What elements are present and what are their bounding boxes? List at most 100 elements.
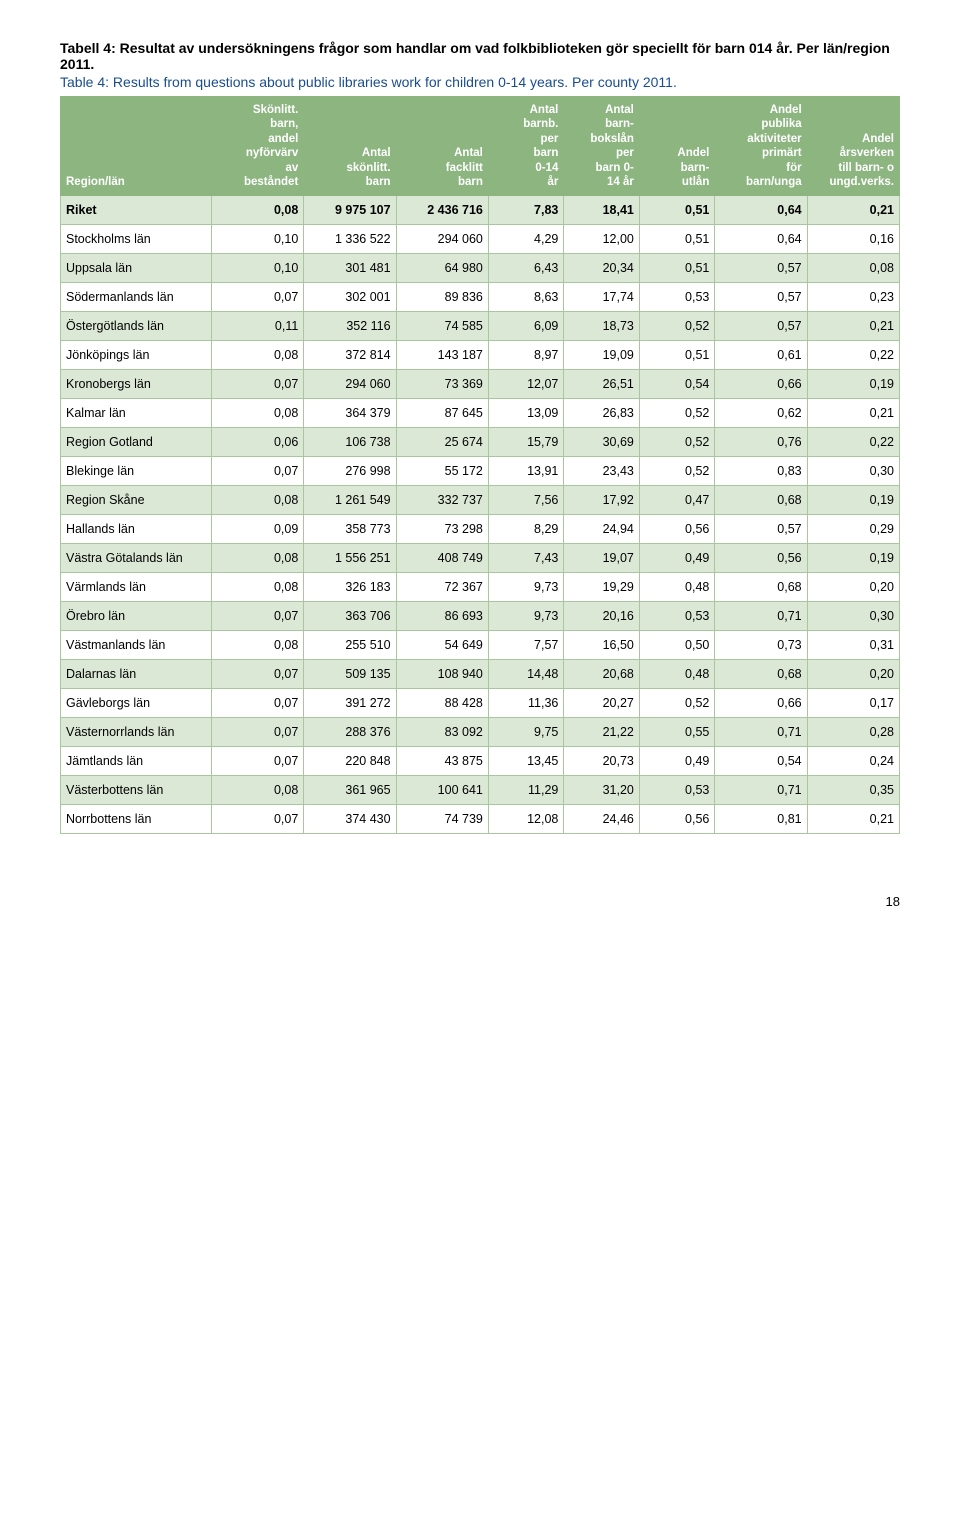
table-cell: 0,53 — [639, 602, 715, 631]
table-title-en: Table 4: Results from questions about pu… — [60, 74, 900, 90]
table-cell: 20,73 — [564, 747, 640, 776]
table-row: Östergötlands län0,11352 11674 5856,0918… — [61, 312, 900, 341]
table-cell: 408 749 — [396, 544, 488, 573]
table-cell: 0,56 — [639, 805, 715, 834]
table-row: Jämtlands län0,07220 84843 87513,4520,73… — [61, 747, 900, 776]
table-cell: 0,71 — [715, 718, 807, 747]
table-cell: 43 875 — [396, 747, 488, 776]
table-cell: Västernorrlands län — [61, 718, 212, 747]
table-cell: 9,75 — [488, 718, 564, 747]
table-cell: 0,68 — [715, 660, 807, 689]
table-cell: 30,69 — [564, 428, 640, 457]
table-cell: 288 376 — [304, 718, 396, 747]
table-cell: 143 187 — [396, 341, 488, 370]
table-cell: 0,57 — [715, 254, 807, 283]
table-cell: 294 060 — [396, 225, 488, 254]
table-cell: 73 298 — [396, 515, 488, 544]
table-cell: 13,45 — [488, 747, 564, 776]
table-cell: 0,07 — [212, 283, 304, 312]
table-cell: 20,68 — [564, 660, 640, 689]
table-cell: 0,07 — [212, 747, 304, 776]
table-cell: 301 481 — [304, 254, 396, 283]
table-cell: 31,20 — [564, 776, 640, 805]
table-cell: 0,49 — [639, 747, 715, 776]
table-row: Region Skåne0,081 261 549332 7377,5617,9… — [61, 486, 900, 515]
table-cell: 25 674 — [396, 428, 488, 457]
table-cell: 0,08 — [212, 486, 304, 515]
table-cell: 0,50 — [639, 631, 715, 660]
table-cell: 0,21 — [807, 399, 899, 428]
table-row: Västra Götalands län0,081 556 251408 749… — [61, 544, 900, 573]
table-cell: 0,20 — [807, 660, 899, 689]
table-cell: 220 848 — [304, 747, 396, 776]
table-cell: Östergötlands län — [61, 312, 212, 341]
table-row: Riket0,089 975 1072 436 7167,8318,410,51… — [61, 196, 900, 225]
table-cell: 0,54 — [639, 370, 715, 399]
table-row: Värmlands län0,08326 18372 3679,7319,290… — [61, 573, 900, 602]
table-row: Västernorrlands län0,07288 37683 0929,75… — [61, 718, 900, 747]
table-cell: 0,56 — [639, 515, 715, 544]
table-cell: 17,74 — [564, 283, 640, 312]
table-cell: 72 367 — [396, 573, 488, 602]
table-cell: 7,56 — [488, 486, 564, 515]
table-header: Region/länSkönlitt.barn,andelnyförvärvav… — [61, 97, 900, 196]
table-row: Stockholms län0,101 336 522294 0604,2912… — [61, 225, 900, 254]
table-cell: 0,57 — [715, 283, 807, 312]
column-header: Antalbarn-bokslånperbarn 0-14 år — [564, 97, 640, 196]
table-row: Dalarnas län0,07509 135108 94014,4820,68… — [61, 660, 900, 689]
table-cell: 326 183 — [304, 573, 396, 602]
table-cell: 7,57 — [488, 631, 564, 660]
table-cell: Kalmar län — [61, 399, 212, 428]
table-row: Region Gotland0,06106 73825 67415,7930,6… — [61, 428, 900, 457]
table-cell: 255 510 — [304, 631, 396, 660]
table-cell: 1 336 522 — [304, 225, 396, 254]
table-cell: 0,07 — [212, 718, 304, 747]
table-cell: Hallands län — [61, 515, 212, 544]
table-cell: 20,34 — [564, 254, 640, 283]
column-header: Andelårsverkentill barn- oungd.verks. — [807, 97, 899, 196]
table-cell: 1 556 251 — [304, 544, 396, 573]
table-cell: 8,97 — [488, 341, 564, 370]
column-header: Skönlitt.barn,andelnyförvärvavbeståndet — [212, 97, 304, 196]
table-cell: 352 116 — [304, 312, 396, 341]
table-cell: 0,57 — [715, 312, 807, 341]
table-cell: 0,19 — [807, 370, 899, 399]
table-cell: 0,09 — [212, 515, 304, 544]
table-cell: 0,68 — [715, 573, 807, 602]
table-cell: 1 261 549 — [304, 486, 396, 515]
table-cell: 11,36 — [488, 689, 564, 718]
table-cell: 0,21 — [807, 312, 899, 341]
table-cell: 0,08 — [212, 631, 304, 660]
table-cell: 0,48 — [639, 660, 715, 689]
table-cell: 14,48 — [488, 660, 564, 689]
table-cell: Södermanlands län — [61, 283, 212, 312]
table-cell: 89 836 — [396, 283, 488, 312]
table-cell: Gävleborgs län — [61, 689, 212, 718]
table-cell: Uppsala län — [61, 254, 212, 283]
table-cell: 0,16 — [807, 225, 899, 254]
table-cell: 108 940 — [396, 660, 488, 689]
table-cell: 0,52 — [639, 399, 715, 428]
table-cell: 0,30 — [807, 457, 899, 486]
table-cell: 0,66 — [715, 689, 807, 718]
table-cell: Värmlands län — [61, 573, 212, 602]
table-cell: 7,83 — [488, 196, 564, 225]
table-cell: 0,62 — [715, 399, 807, 428]
column-header: Antalskönlitt.barn — [304, 97, 396, 196]
table-cell: 0,55 — [639, 718, 715, 747]
table-cell: 294 060 — [304, 370, 396, 399]
table-cell: 0,07 — [212, 457, 304, 486]
table-cell: 74 585 — [396, 312, 488, 341]
table-cell: 0,51 — [639, 341, 715, 370]
table-row: Västmanlands län0,08255 51054 6497,5716,… — [61, 631, 900, 660]
table-cell: 26,51 — [564, 370, 640, 399]
table-cell: 19,29 — [564, 573, 640, 602]
table-cell: 74 739 — [396, 805, 488, 834]
table-cell: 0,48 — [639, 573, 715, 602]
table-cell: 0,07 — [212, 689, 304, 718]
table-cell: 0,51 — [639, 196, 715, 225]
table-cell: Västerbottens län — [61, 776, 212, 805]
table-cell: 0,57 — [715, 515, 807, 544]
table-cell: 0,52 — [639, 457, 715, 486]
table-cell: 0,20 — [807, 573, 899, 602]
